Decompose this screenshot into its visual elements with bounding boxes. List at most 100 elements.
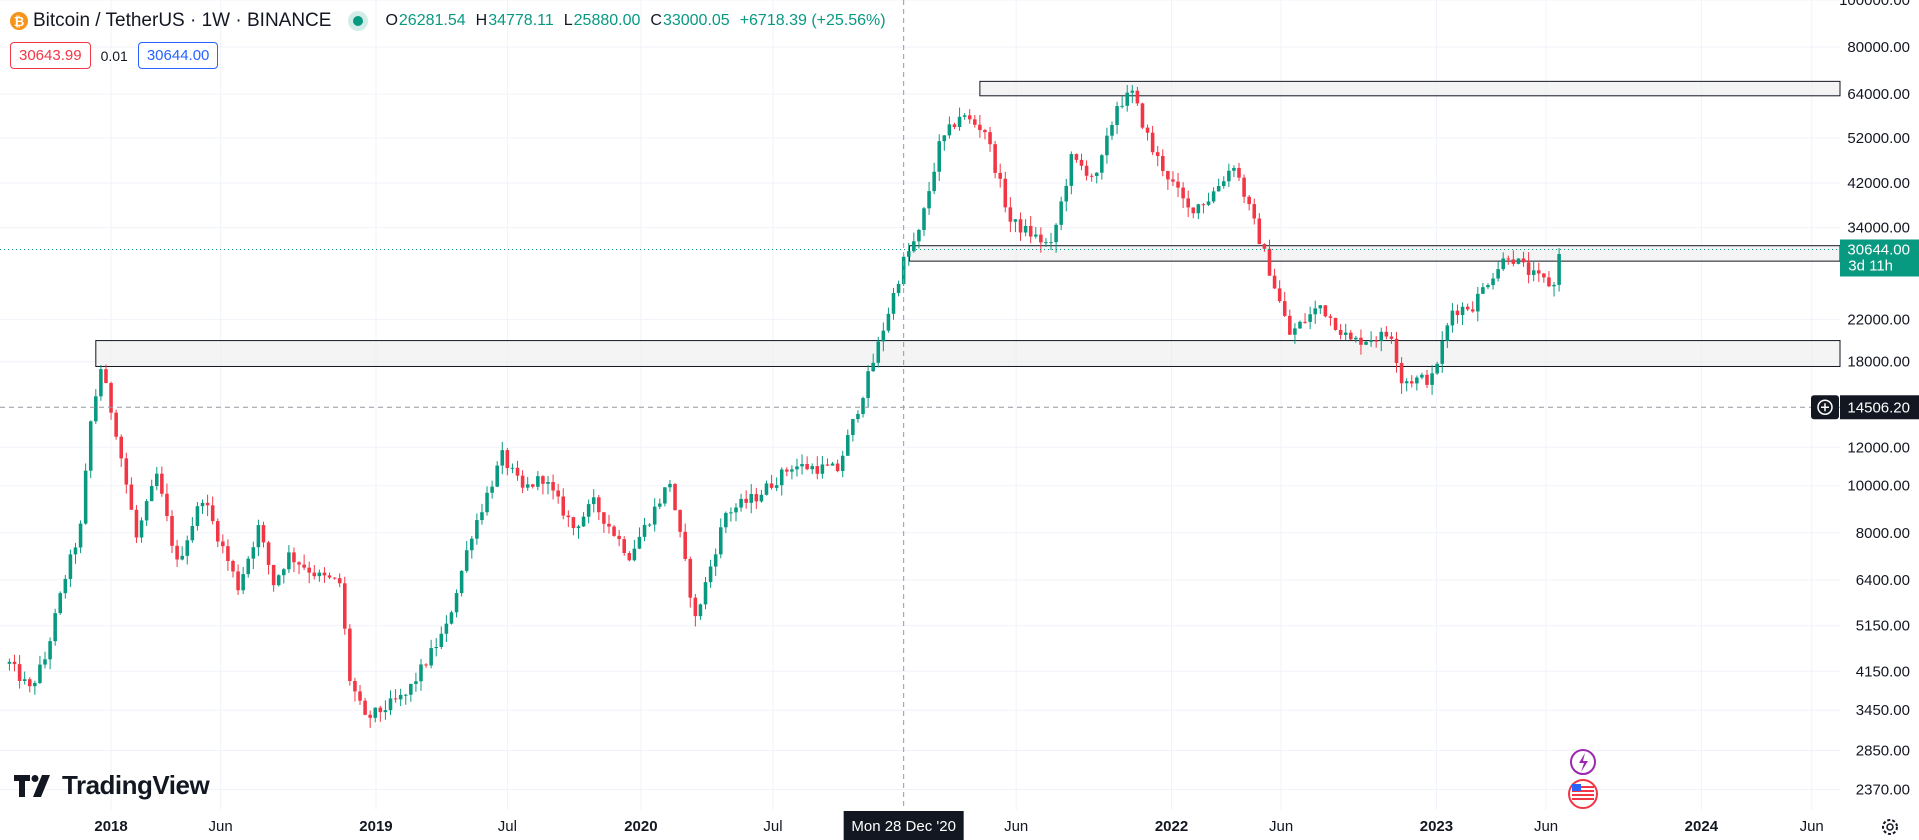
y-tick-label: 8000.00: [1856, 525, 1910, 542]
high-key: H: [475, 12, 488, 29]
candle-body: [48, 641, 52, 660]
y-tick-label: 5150.00: [1856, 618, 1910, 635]
candle-body: [1547, 277, 1551, 287]
candle-body: [1364, 341, 1368, 345]
crosshair-price-tag: [1840, 395, 1919, 420]
candle-body: [1105, 135, 1109, 156]
candle-body: [1343, 332, 1348, 335]
candle-body: [917, 229, 921, 242]
candle-body: [1079, 159, 1084, 166]
candle-body: [993, 144, 997, 173]
market-status-dot: [353, 16, 364, 26]
candle-body: [520, 475, 525, 488]
candle-body: [1404, 381, 1409, 384]
candle-body: [576, 526, 581, 529]
candle-body: [317, 572, 322, 577]
candle-body: [952, 124, 957, 128]
candle-body: [835, 463, 840, 472]
close-key: C: [650, 12, 662, 29]
support-resistance-zone[interactable]: [95, 340, 1841, 367]
candle-body: [1191, 207, 1196, 214]
candle-body: [515, 467, 520, 476]
candle-body: [866, 371, 870, 399]
candle-body: [922, 208, 926, 230]
candle-body: [718, 527, 723, 555]
candle-body: [754, 494, 759, 502]
candle-body: [226, 546, 230, 562]
sell-button[interactable]: 30643.99: [10, 42, 91, 69]
candle-body: [967, 115, 972, 120]
candle-body: [297, 562, 301, 565]
candle-body: [1384, 331, 1389, 337]
candle-body: [851, 419, 855, 436]
candle-body: [195, 506, 200, 526]
add-alert-icon[interactable]: [1817, 399, 1833, 416]
candle-body: [1028, 225, 1033, 237]
candle-body: [1359, 337, 1363, 345]
candle-body: [409, 683, 413, 695]
candle-body: [1013, 219, 1018, 222]
candle-body: [429, 648, 433, 666]
candle-body: [1227, 170, 1231, 182]
symbol-title[interactable]: Bitcoin / TetherUS · 1W · BINANCE: [33, 10, 332, 31]
candle-body: [449, 612, 454, 624]
candle-body: [856, 414, 860, 420]
candle-body: [327, 575, 332, 578]
tradingview-logo[interactable]: TradingView: [14, 770, 210, 801]
candle-body: [530, 484, 535, 487]
candle-body: [129, 484, 134, 510]
us-flag-canton: [1572, 784, 1581, 791]
candle-body: [846, 435, 850, 456]
candle-body: [165, 493, 169, 517]
candle-body: [144, 501, 149, 521]
candle-body: [383, 710, 388, 713]
candle-body: [398, 694, 403, 700]
x-tick-label: Jun: [1534, 818, 1558, 835]
candle-body: [1044, 242, 1048, 244]
candle-body: [805, 463, 809, 470]
buy-button[interactable]: 30644.00: [137, 42, 219, 69]
spread-value: 0.01: [100, 47, 128, 64]
candle-body: [1313, 308, 1317, 315]
x-tick-label: Jul: [498, 818, 517, 835]
y-tick-label: 64000.00: [1847, 86, 1910, 103]
candle-body: [83, 470, 88, 524]
crosshair-price-label: 14506.20: [1847, 399, 1910, 416]
candle-body: [1232, 167, 1236, 171]
candle-body: [403, 694, 408, 696]
candle-body: [33, 682, 37, 687]
candle-body: [1501, 258, 1505, 270]
candle-body: [215, 521, 220, 542]
candle-body: [282, 569, 286, 576]
candle-body: [231, 561, 235, 572]
candle-body: [1140, 103, 1145, 128]
candle-body: [1415, 377, 1419, 384]
candle-body: [1120, 105, 1124, 107]
support-resistance-zone[interactable]: [979, 80, 1841, 97]
candle-body: [109, 383, 113, 413]
candle-body: [1039, 234, 1043, 243]
candle-body: [73, 547, 78, 555]
bitcoin-icon: ₿: [10, 12, 28, 30]
support-resistance-zone[interactable]: [908, 245, 1841, 262]
candle-body: [1465, 306, 1470, 310]
candle-body: [424, 664, 428, 666]
settings-gear-icon[interactable]: [1882, 819, 1898, 835]
candle-body: [713, 554, 718, 567]
candle-body: [236, 571, 240, 591]
candle-body: [1542, 273, 1546, 278]
candle-body: [1298, 321, 1302, 329]
candle-body: [1166, 171, 1170, 180]
candle-body: [1054, 224, 1058, 243]
candle-body: [348, 628, 352, 681]
candle-body: [1511, 259, 1516, 264]
candle-body: [1470, 309, 1475, 312]
candle-body: [27, 679, 32, 687]
candle-body: [973, 119, 977, 125]
candle-body: [1252, 204, 1257, 219]
candle-body: [444, 623, 449, 634]
y-tick-label: 12000.00: [1847, 439, 1910, 456]
candle-body: [1425, 374, 1429, 385]
x-tick-label: Jun: [1004, 818, 1028, 835]
